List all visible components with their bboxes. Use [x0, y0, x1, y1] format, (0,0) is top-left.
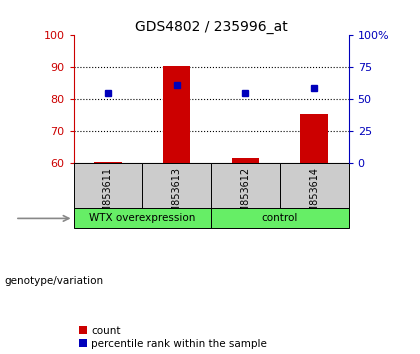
- Text: WTX overexpression: WTX overexpression: [89, 213, 195, 223]
- Text: GSM853613: GSM853613: [172, 167, 182, 226]
- Bar: [74, 163, 142, 209]
- Text: GSM853612: GSM853612: [240, 167, 250, 226]
- Title: GDS4802 / 235996_at: GDS4802 / 235996_at: [135, 21, 287, 34]
- Text: control: control: [262, 213, 298, 223]
- Bar: [163, 66, 190, 163]
- Bar: [232, 158, 259, 163]
- Bar: [280, 163, 349, 209]
- Bar: [74, 209, 211, 228]
- Bar: [300, 114, 328, 163]
- Bar: [94, 162, 122, 163]
- Bar: [211, 163, 280, 209]
- Bar: [211, 209, 349, 228]
- Text: GSM853611: GSM853611: [103, 167, 113, 226]
- Text: GSM853614: GSM853614: [309, 167, 319, 226]
- Text: genotype/variation: genotype/variation: [4, 276, 103, 286]
- Bar: [142, 163, 211, 209]
- Legend: count, percentile rank within the sample: count, percentile rank within the sample: [79, 326, 267, 349]
